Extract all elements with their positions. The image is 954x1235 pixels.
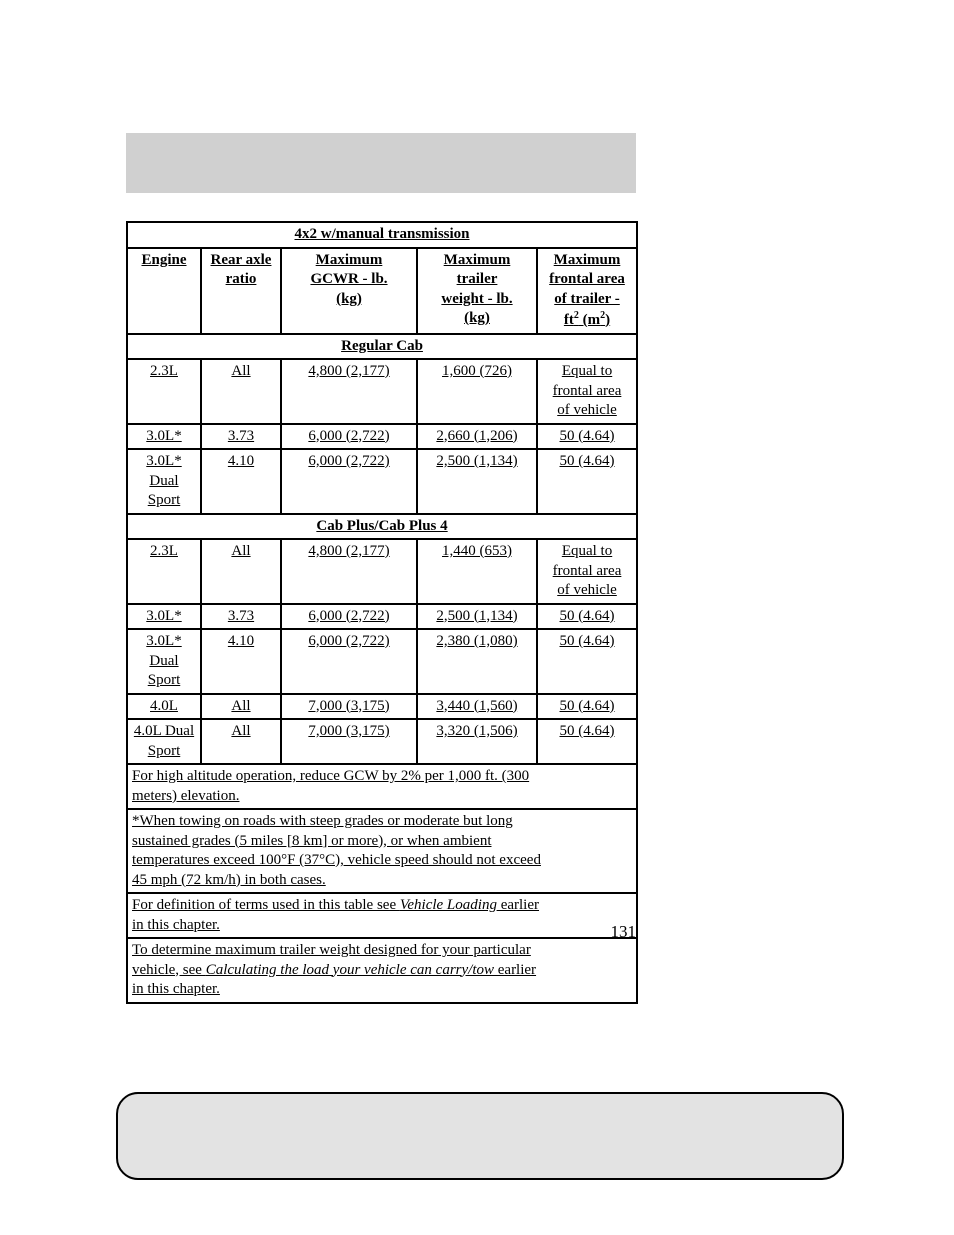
table-row: 2.3L All 4,800 (2,177) 1,440 (653) Equal…: [127, 539, 637, 604]
col-trailer-weight: Maximumtrailerweight - lb.(kg): [417, 248, 537, 334]
table-row: 3.0L* 3.73 6,000 (2,722) 2,660 (1,206) 5…: [127, 424, 637, 450]
col-frontal-area: Maximumfrontal areaof trailer -ft2 (m2): [537, 248, 637, 334]
table-row: 3.0L*DualSport 4.10 6,000 (2,722) 2,380 …: [127, 629, 637, 694]
table-title: 4x2 w/manual transmission: [127, 222, 637, 248]
table-row: 4.0L All 7,000 (3,175) 3,440 (1,560) 50 …: [127, 694, 637, 720]
towing-table: 4x2 w/manual transmission Engine Rear ax…: [126, 221, 636, 1004]
page-number: 131: [126, 922, 636, 942]
note-altitude: For high altitude operation, reduce GCW …: [127, 764, 637, 809]
table-row: 3.0L*DualSport 4.10 6,000 (2,722) 2,500 …: [127, 449, 637, 514]
section-regular-cab: Regular Cab: [127, 334, 637, 360]
col-engine: Engine: [127, 248, 201, 334]
header-bar: [126, 133, 636, 193]
col-gcwr: MaximumGCWR - lb.(kg): [281, 248, 417, 334]
footer-box: [116, 1092, 844, 1180]
section-cab-plus: Cab Plus/Cab Plus 4: [127, 514, 637, 540]
table-row: 3.0L* 3.73 6,000 (2,722) 2,500 (1,134) 5…: [127, 604, 637, 630]
note-towing-grades: *When towing on roads with steep grades …: [127, 809, 637, 893]
col-rear-axle: Rear axleratio: [201, 248, 281, 334]
table-row: 4.0L DualSport All 7,000 (3,175) 3,320 (…: [127, 719, 637, 764]
note-max-trailer: To determine maximum trailer weight desi…: [127, 938, 637, 1003]
table-row: 2.3L All 4,800 (2,177) 1,600 (726) Equal…: [127, 359, 637, 424]
